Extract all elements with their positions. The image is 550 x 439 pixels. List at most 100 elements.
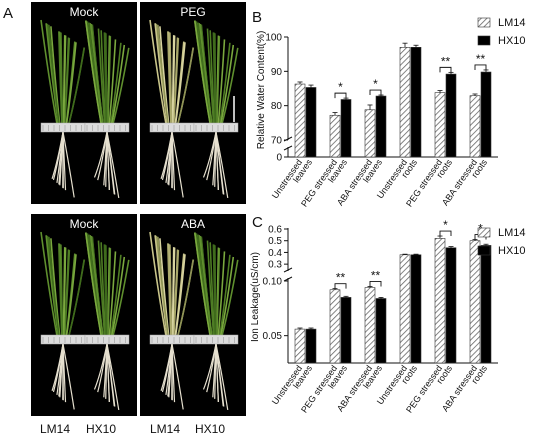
root-strand: [106, 343, 110, 403]
significance-bracket: [334, 283, 347, 289]
leaf-blade: [108, 39, 117, 125]
foam-holder: [84, 122, 130, 133]
leaf-blade: [103, 244, 108, 337]
significance-marker: **: [336, 271, 346, 285]
bar-hx10: [305, 87, 317, 158]
significance-marker: *: [443, 218, 448, 232]
leaf-blade: [212, 244, 217, 337]
leaf-blade: [97, 240, 106, 337]
bar-hx10: [340, 99, 352, 158]
leaf-blade: [209, 30, 216, 125]
photo-mock-top: Mock: [31, 2, 137, 204]
leaf-blade: [171, 35, 176, 125]
significance-bracket: [474, 64, 487, 70]
bottom-label-lm14-left: LM14: [40, 422, 71, 436]
leaf-blade: [110, 42, 122, 125]
bar-lm14: [329, 289, 341, 364]
leaf-blade: [65, 254, 77, 337]
leaf-blade: [47, 24, 60, 125]
leaf-blade: [47, 236, 60, 337]
legend-swatch-hx10: [477, 35, 491, 46]
axis-break-mark: [283, 276, 293, 282]
legend-label-lm14: LM14: [498, 17, 526, 29]
bar-hx10: [480, 245, 492, 364]
plant-drawing: [40, 231, 130, 411]
bar-hx10: [410, 46, 422, 158]
root-strand: [215, 131, 219, 191]
root-strand: [202, 343, 217, 390]
leaf-blade: [100, 242, 107, 337]
leaf-blade: [68, 259, 85, 337]
leaf-blade: [171, 247, 176, 337]
root-strand: [58, 343, 64, 397]
leaf-blade: [194, 20, 212, 125]
significance-bracket: [369, 89, 382, 96]
bottom-label-hx10-right: HX10: [195, 422, 226, 436]
photo-mock-bottom: Mock: [31, 214, 137, 416]
root-strand: [202, 131, 217, 178]
bar-hx10: [340, 297, 352, 364]
bar-lm14: [469, 240, 481, 364]
y-tick-label: 0.6: [268, 225, 282, 236]
leaf-blade: [63, 38, 71, 125]
leaf-blade: [58, 243, 63, 337]
leaf-blade: [206, 240, 215, 337]
significance-bracket: [439, 66, 452, 73]
significance-marker: **: [371, 268, 381, 282]
photo-aba: ABA: [140, 214, 246, 416]
y-tick-label: 80: [271, 101, 283, 112]
foam-holder: [84, 334, 130, 345]
leaf-blade: [62, 35, 67, 125]
leaf-blade: [110, 256, 126, 337]
y-tick-label: 0.4: [268, 248, 282, 259]
leaf-blade: [90, 235, 104, 337]
panel-letter-b: B: [252, 9, 262, 26]
y-tick-label: 0.10: [263, 277, 283, 288]
plant-drawing: [40, 19, 130, 199]
leaf-blade: [154, 235, 169, 337]
leaf-blade: [50, 238, 61, 337]
y-tick-label: 90: [271, 67, 283, 78]
photo-label: Mock: [69, 217, 99, 231]
legend-swatch-hx10: [477, 245, 491, 256]
bar-hx10: [445, 247, 457, 364]
leaf-blade: [45, 23, 60, 125]
leaf-blade: [167, 243, 172, 337]
bar-hx10: [480, 71, 492, 158]
leaf-blade: [219, 44, 235, 125]
y-axis-title: Relative Water Content(%): [256, 31, 267, 150]
leaf-blade: [85, 232, 103, 337]
leaf-blade: [65, 42, 77, 125]
significance-bracket: [439, 230, 452, 237]
bar-lm14: [364, 287, 376, 364]
leaf-blade: [68, 47, 85, 125]
leaf-blade: [221, 259, 239, 337]
leaf-blade: [156, 236, 169, 337]
legend-label-hx10: HX10: [498, 35, 526, 47]
bar-hx10: [410, 254, 422, 364]
significance-marker: *: [338, 80, 343, 94]
leaf-blade: [103, 32, 108, 125]
leaf-blade: [159, 26, 170, 125]
significance-bracket: [369, 281, 382, 287]
root-strand: [106, 131, 110, 191]
y-axis-title: Ion Leakage(uS/cm): [250, 252, 261, 342]
root-strand: [62, 343, 75, 410]
significance-marker: **: [441, 54, 451, 68]
panel-letter-c: C: [252, 214, 263, 231]
y-tick-label: 70: [271, 136, 283, 147]
leaf-blade: [90, 23, 104, 125]
root-strand: [167, 131, 173, 185]
root-strand: [93, 343, 108, 390]
leaf-blade: [112, 47, 130, 125]
bar-lm14: [294, 328, 306, 364]
leaf-blade: [172, 250, 180, 337]
leaf-blade: [174, 42, 186, 125]
significance-marker: *: [373, 77, 378, 91]
root-strand: [171, 343, 184, 410]
leaf-blade: [172, 38, 180, 125]
leaf-blade: [58, 31, 63, 125]
